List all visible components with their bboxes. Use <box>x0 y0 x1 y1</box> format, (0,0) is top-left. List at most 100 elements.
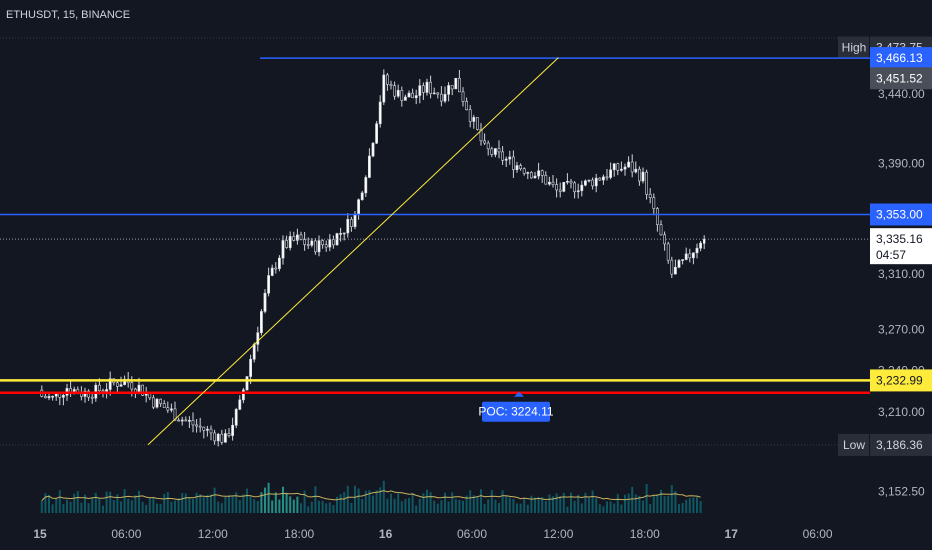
candle <box>645 171 649 195</box>
candle <box>234 409 238 426</box>
volume-bar <box>652 495 655 513</box>
time-tick-label: 15 <box>33 527 47 541</box>
candle <box>403 96 407 101</box>
candle <box>443 94 447 102</box>
candle <box>47 396 51 399</box>
trendline[interactable] <box>147 57 559 446</box>
volume-bar <box>260 492 263 513</box>
candle <box>274 267 278 270</box>
candle <box>684 253 688 260</box>
volume-bar <box>685 499 688 513</box>
candle <box>396 90 400 97</box>
volume-bar <box>418 498 421 513</box>
volume-bar <box>69 501 72 513</box>
volume-bar <box>397 493 400 513</box>
candle <box>353 213 357 227</box>
volume-bar <box>192 498 194 513</box>
candle <box>465 101 469 111</box>
candle <box>601 176 605 181</box>
candle <box>303 239 307 245</box>
time-tick-label: 18:00 <box>284 527 314 541</box>
candle <box>375 123 379 144</box>
volume-bar <box>274 492 277 513</box>
candle <box>267 275 271 294</box>
volume-bar <box>271 500 274 513</box>
volume-bar <box>116 494 119 513</box>
candle <box>101 390 105 392</box>
poc-label[interactable] <box>482 401 550 422</box>
volume-bar <box>436 503 439 513</box>
candle <box>285 240 289 248</box>
candle <box>623 166 627 170</box>
candle <box>342 232 346 235</box>
volume-bar <box>447 501 450 513</box>
candle <box>252 344 256 360</box>
volume-bar <box>102 505 104 513</box>
candle <box>281 240 285 259</box>
time-tick-label: 06:00 <box>111 527 141 541</box>
candle <box>591 179 595 187</box>
candle <box>526 172 530 174</box>
volume-bar <box>249 496 252 513</box>
volume-bar <box>336 496 338 513</box>
volume-bar <box>174 500 176 513</box>
volume-bar <box>289 496 292 513</box>
candle <box>162 403 166 408</box>
volume-bar <box>372 495 374 513</box>
candle <box>436 92 440 95</box>
candle <box>634 168 638 173</box>
price-tag-value: 3,335.16 <box>876 232 923 246</box>
volume-bar <box>354 485 356 513</box>
candle <box>490 148 494 155</box>
level-name-tag <box>838 36 869 59</box>
candle <box>673 266 677 275</box>
time-tick-label: 17 <box>725 527 739 541</box>
level-name-tag <box>838 433 869 456</box>
volume-bar <box>516 503 518 513</box>
volume-bar <box>379 487 382 513</box>
time-tick-label: 06:00 <box>457 527 487 541</box>
candle <box>630 161 634 173</box>
candle <box>367 155 371 178</box>
candle <box>580 184 584 192</box>
candle <box>400 90 404 101</box>
candle <box>108 378 112 390</box>
volume-bar <box>224 496 227 513</box>
candle <box>576 190 580 193</box>
candle <box>224 433 227 443</box>
candle <box>270 267 274 276</box>
volume-bar <box>217 501 220 513</box>
volume-bar <box>584 492 587 513</box>
volume-bar <box>166 491 169 513</box>
volume-bar <box>613 503 616 513</box>
volume-bar <box>570 492 572 513</box>
candle <box>206 428 209 431</box>
volume-bar <box>487 499 490 513</box>
volume-bar <box>58 490 61 513</box>
candle <box>173 408 177 421</box>
volume-bar <box>228 495 230 513</box>
price-tick-label: 3,210.00 <box>878 405 925 419</box>
volume-bar <box>444 492 446 513</box>
candle <box>594 177 598 187</box>
candle <box>504 158 508 161</box>
candle <box>418 85 422 96</box>
candle <box>360 192 364 201</box>
time-tick-label: 12:00 <box>198 527 228 541</box>
volume-bar <box>498 502 500 513</box>
candle <box>508 156 512 160</box>
candle <box>670 259 674 275</box>
volume-bar <box>580 503 583 513</box>
volume-bar <box>321 500 324 513</box>
volume-bar <box>199 494 202 513</box>
volume-bar <box>591 490 594 513</box>
candle <box>105 389 109 392</box>
candle <box>688 253 692 259</box>
volume-bar <box>141 501 144 513</box>
volume-bar <box>512 499 515 513</box>
volume-bar <box>426 489 428 513</box>
volume-bar <box>73 493 76 513</box>
candle <box>497 148 501 153</box>
candle <box>598 177 602 181</box>
